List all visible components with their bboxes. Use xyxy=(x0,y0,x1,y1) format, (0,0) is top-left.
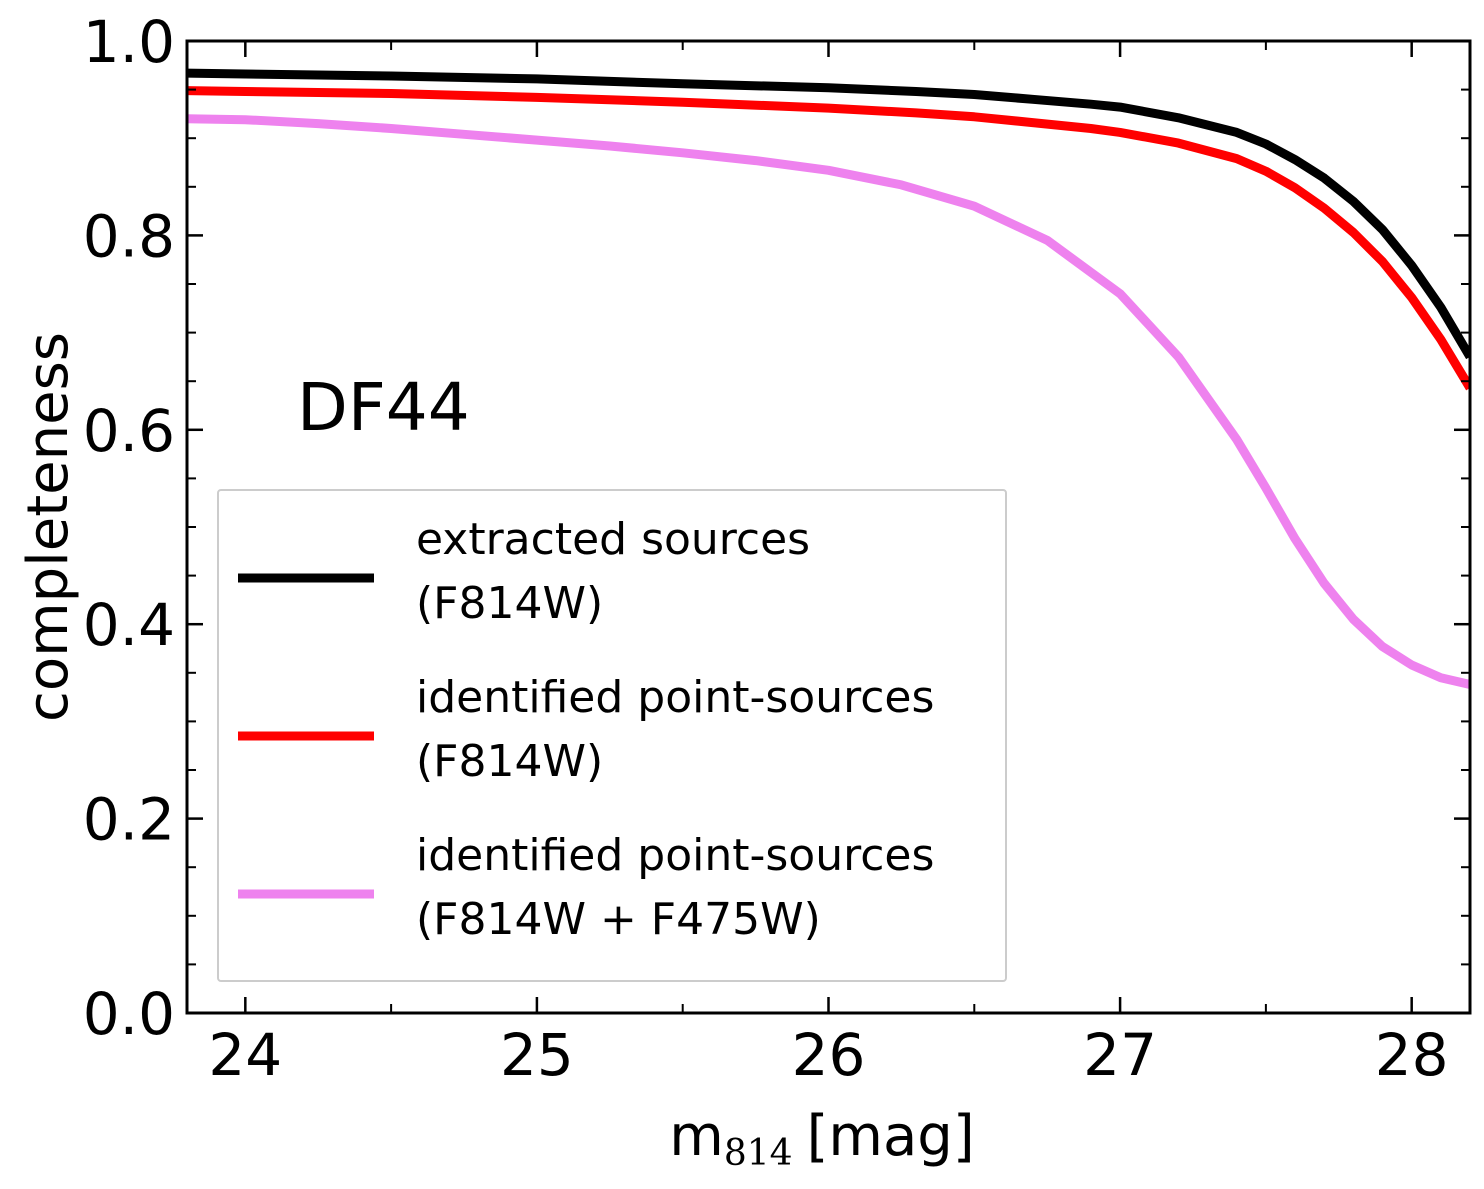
df44-annotation: DF44 xyxy=(297,369,470,446)
x-tick-label: 25 xyxy=(500,1021,574,1089)
legend-items: extracted sources (F814W) identified point… xyxy=(238,514,934,945)
x-axis-label-subscript: 814 xyxy=(724,1133,793,1174)
series-line-2 xyxy=(187,86,1470,391)
x-tick-label: 24 xyxy=(208,1021,282,1089)
legend-label-1-line2: (F814W) xyxy=(416,578,603,629)
legend-label-1-line1: extracted sources xyxy=(416,514,810,565)
x-tick-label: 27 xyxy=(1083,1021,1157,1089)
legend-label-2-line2: (F814W) xyxy=(416,736,603,787)
series-layer xyxy=(187,68,1470,689)
y-tick-label: 0.6 xyxy=(83,397,175,465)
x-axis-label-unit: [mag] xyxy=(807,1104,975,1169)
y-tick-labels: 0.0 0.2 0.4 0.6 0.8 1.0 xyxy=(83,8,175,1048)
series-line-1 xyxy=(187,68,1470,360)
legend: extracted sources (F814W) identified point… xyxy=(217,489,1007,982)
legend-frame xyxy=(217,489,1007,982)
x-axis-label: m814 [mag] xyxy=(669,1104,974,1174)
x-axis-label-main: m xyxy=(669,1104,724,1169)
series-line-3 xyxy=(187,114,1470,689)
y-tick-label: 0.4 xyxy=(83,591,175,659)
legend-label-3-line1: identified point-sources xyxy=(416,830,934,881)
x-tick-labels: 24 25 26 27 28 xyxy=(208,1021,1448,1089)
y-tick-label: 1.0 xyxy=(83,8,175,76)
y-tick-label: 0.8 xyxy=(83,202,175,270)
x-tick-label: 26 xyxy=(792,1021,866,1089)
legend-label-2-line1: identified point-sources xyxy=(416,672,934,723)
plot-frame xyxy=(185,39,1472,1015)
legend-label-3-line2: (F814W + F475W) xyxy=(416,894,821,945)
y-tick-label: 0.0 xyxy=(83,980,175,1048)
y-axis-label: completeness xyxy=(16,332,81,722)
x-tick-label: 28 xyxy=(1375,1021,1449,1089)
y-tick-label: 0.2 xyxy=(83,786,175,854)
